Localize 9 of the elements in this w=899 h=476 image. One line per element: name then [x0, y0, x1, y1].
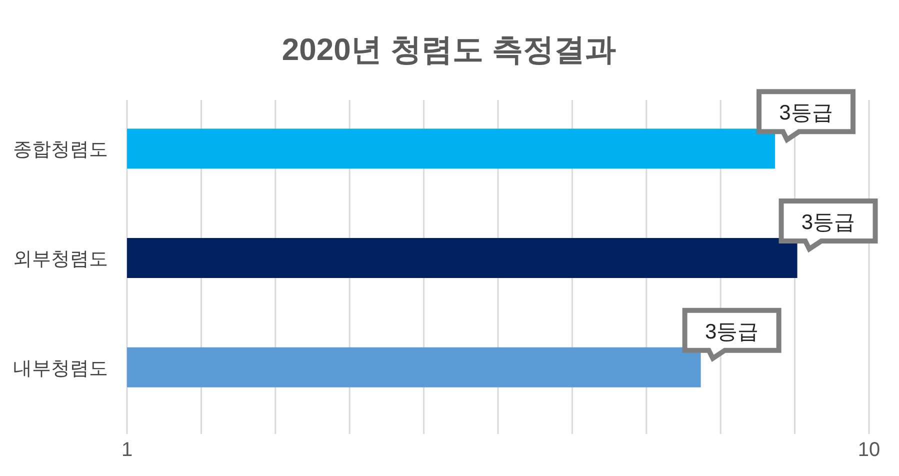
y-tick-label: 내부청렴도 [13, 358, 108, 380]
annotation: 3등급 [779, 102, 833, 125]
chart-title: 2020년 청렴도 측정결과 [282, 32, 616, 67]
x-tick-label: 1 [121, 439, 133, 461]
annotation: 3등급 [801, 211, 856, 234]
annotation: 3등급 [704, 320, 759, 344]
y-tick-label: 종합청렴도 [13, 140, 108, 161]
y-tick-label: 외부청렴도 [13, 249, 108, 270]
x-tick-label: 10 [858, 439, 880, 461]
